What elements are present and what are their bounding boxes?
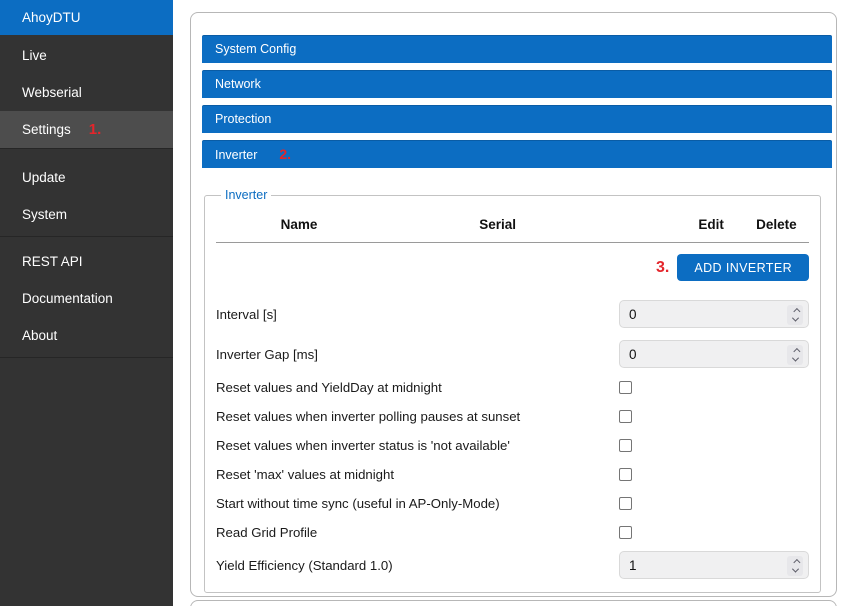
column-header-name: Name — [280, 217, 318, 232]
accordion-section-inverter[interactable]: Inverter 2. — [202, 140, 832, 168]
field-control — [619, 525, 809, 539]
sidebar: AhoyDTU Live Webserial Settings 1. Update Sys… — [0, 0, 173, 606]
sidebar-item-label: Live — [22, 48, 47, 63]
reset-values-when-inverter-status-is-not-available-checkbox[interactable] — [619, 438, 632, 452]
column-header-serial: Serial — [479, 217, 517, 232]
reset-values-and-yieldday-at-midnight-checkbox[interactable] — [619, 380, 632, 394]
chevron-down-icon — [791, 354, 799, 362]
sidebar-group-2: REST API Documentation About — [0, 237, 173, 358]
field-label: Interval [s] — [216, 306, 277, 322]
field-label: Reset values when inverter status is 'no… — [216, 437, 510, 453]
reset-values-when-inverter-polling-pauses-at-sunset-checkbox[interactable] — [619, 409, 632, 423]
reset-max-values-at-midnight-checkbox[interactable] — [619, 467, 632, 481]
settings-card: System Config Network Protection Inverter 2.… — [190, 12, 837, 597]
form-row-start-without-time-sync-useful-in-ap-only-mode: Start without time sync (useful in AP-On… — [216, 495, 809, 511]
settings-card-content: System Config Network Protection Inverter 2.… — [191, 13, 836, 593]
inverter-fieldset: Inverter Name Serial Edit Delete 3. ADD … — [204, 188, 821, 593]
sidebar-item-live[interactable]: Live — [0, 37, 173, 74]
field-control: 0 — [619, 340, 809, 368]
sidebar-item-label: Webserial — [22, 85, 82, 100]
field-control — [619, 496, 809, 510]
accordion-section-network[interactable]: Network — [202, 70, 832, 98]
field-label: Inverter Gap [ms] — [216, 346, 318, 362]
field-control — [619, 467, 809, 481]
sidebar-item-webserial[interactable]: Webserial — [0, 74, 173, 111]
chevron-down-icon — [791, 565, 799, 573]
form-row-reset-max-values-at-midnight: Reset 'max' values at midnight — [216, 466, 809, 482]
field-label: Start without time sync (useful in AP-On… — [216, 495, 500, 511]
sidebar-item-system[interactable]: System — [0, 196, 173, 233]
chevron-up-icon — [792, 307, 800, 315]
accordion-section-label: Network — [215, 77, 261, 91]
start-without-time-sync-useful-in-ap-only-mode-checkbox[interactable] — [619, 496, 632, 510]
sidebar-item-label: Documentation — [22, 291, 113, 306]
step-1-annotation: 1. — [88, 121, 102, 138]
accordion-section-label: Protection — [215, 112, 272, 126]
sidebar-item-label: System — [22, 207, 68, 222]
sidebar-nav: Live Webserial Settings 1. Update System REST … — [0, 35, 173, 358]
accordion-section-label: Inverter — [215, 148, 258, 162]
field-control — [619, 409, 809, 423]
sidebar-group-0: Live Webserial Settings 1. — [0, 35, 173, 149]
number-spinner-icon[interactable] — [787, 345, 803, 365]
sidebar-item-about[interactable]: About — [0, 317, 173, 354]
sidebar-item-label: REST API — [22, 254, 83, 269]
input-value: 0 — [629, 346, 637, 362]
sidebar-item-update[interactable]: Update — [0, 159, 173, 196]
sidebar-item-label: Settings — [22, 122, 71, 137]
step-3-annotation: 3. — [656, 258, 670, 276]
sidebar-group-1: Update System — [0, 149, 173, 237]
form-row-reset-values-and-yieldday-at-midnight: Reset values and YieldDay at midnight — [216, 379, 809, 395]
sidebar-item-ahoydtu[interactable]: AhoyDTU — [0, 0, 173, 35]
inverter-gap-ms-input[interactable]: 0 — [619, 340, 809, 368]
sidebar-item-rest-api[interactable]: REST API — [0, 243, 173, 280]
input-value: 1 — [629, 557, 637, 573]
sidebar-item-settings[interactable]: Settings 1. — [0, 111, 173, 148]
form-row-interval-s: Interval [s] 0 — [216, 300, 809, 328]
add-inverter-button[interactable]: ADD INVERTER — [677, 254, 809, 281]
field-control: 0 — [619, 300, 809, 328]
field-control: 1 — [619, 551, 809, 579]
inverter-settings-form: Interval [s] 0 Inverter Gap [ms] 0 Reset val… — [216, 300, 809, 579]
field-label: Reset values and YieldDay at midnight — [216, 379, 442, 395]
field-label: Yield Efficiency (Standard 1.0) — [216, 557, 393, 573]
chevron-up-icon — [792, 558, 800, 566]
sidebar-item-label: About — [22, 328, 58, 343]
field-label: Reset 'max' values at midnight — [216, 466, 395, 482]
interval-s-input[interactable]: 0 — [619, 300, 809, 328]
column-header-edit: Edit — [698, 217, 724, 232]
next-section-card — [190, 600, 837, 606]
read-grid-profile-checkbox[interactable] — [619, 525, 632, 539]
chevron-down-icon — [791, 314, 799, 322]
step-2-annotation: 2. — [279, 146, 292, 162]
column-header-delete: Delete — [756, 217, 797, 232]
chevron-up-icon — [792, 347, 800, 355]
sidebar-item-label: Update — [22, 170, 66, 185]
accordion-section-label: System Config — [215, 42, 297, 56]
form-row-yield-efficiency-standard-1-0: Yield Efficiency (Standard 1.0) 1 — [216, 551, 809, 579]
form-row-inverter-gap-ms: Inverter Gap [ms] 0 — [216, 340, 809, 368]
accordion-section-protection[interactable]: Protection — [202, 105, 832, 133]
number-spinner-icon[interactable] — [787, 305, 803, 325]
input-value: 0 — [629, 306, 637, 322]
accordion-section-system-config[interactable]: System Config — [202, 35, 832, 63]
form-row-reset-values-when-inverter-status-is-not-available: Reset values when inverter status is 'no… — [216, 437, 809, 453]
settings-accordion: System Config Network Protection Inverter 2. — [202, 35, 832, 168]
form-row-read-grid-profile: Read Grid Profile — [216, 524, 809, 540]
field-label: Read Grid Profile — [216, 524, 318, 540]
field-label: Reset values when inverter polling pause… — [216, 408, 521, 424]
sidebar-item-documentation[interactable]: Documentation — [0, 280, 173, 317]
field-control — [619, 380, 809, 394]
yield-efficiency-standard-1-0-input[interactable]: 1 — [619, 551, 809, 579]
inverter-table-header: Name Serial Edit Delete — [216, 204, 809, 243]
field-control — [619, 438, 809, 452]
add-inverter-row: 3. ADD INVERTER — [216, 254, 809, 281]
inverter-legend: Inverter — [225, 188, 268, 202]
number-spinner-icon[interactable] — [787, 556, 803, 576]
form-row-reset-values-when-inverter-polling-pauses-at-sunset: Reset values when inverter polling pause… — [216, 408, 809, 424]
